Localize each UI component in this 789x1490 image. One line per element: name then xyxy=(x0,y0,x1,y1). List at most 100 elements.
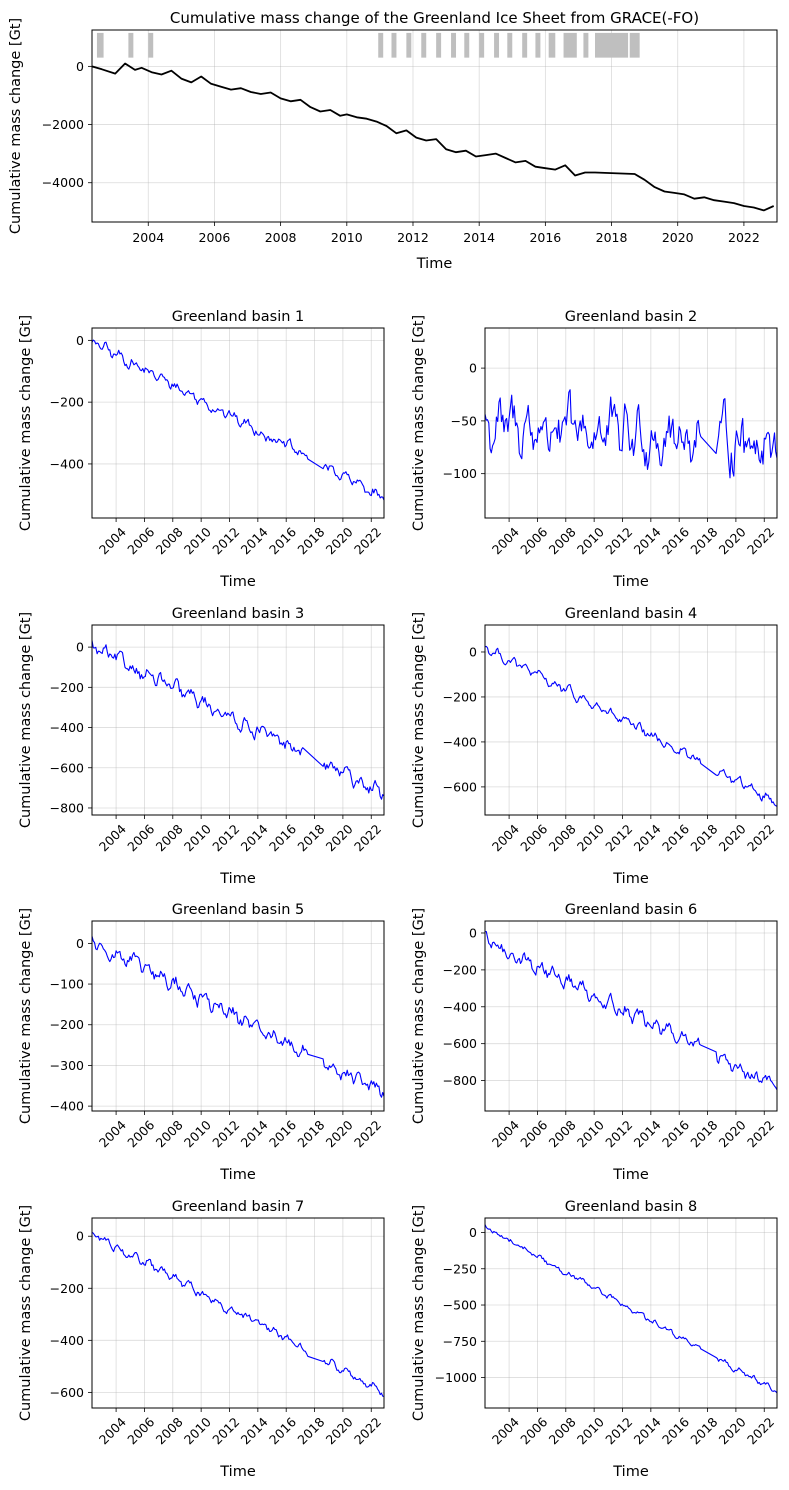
axes-frame xyxy=(484,327,778,519)
data-gap-bar xyxy=(594,32,629,58)
x-tick-label: 2006 xyxy=(517,1414,550,1447)
x-tick-label: 2022 xyxy=(744,1414,777,1447)
x-tick-label: 2014 xyxy=(238,821,271,854)
x-tick-label: 2008 xyxy=(153,1117,186,1150)
chart-panel-4: 2004200620082010201220142016201820202022… xyxy=(18,606,385,887)
y-tick-label: 0 xyxy=(76,936,84,951)
x-tick-label: 2008 xyxy=(265,230,297,245)
y-tick-label: −400 xyxy=(443,734,477,749)
x-tick-label: 2020 xyxy=(716,1414,749,1447)
x-tick-label: 2006 xyxy=(517,1117,550,1150)
x-tick-label: 2020 xyxy=(662,230,694,245)
x-tick-label: 2004 xyxy=(489,524,522,557)
x-tick-label: 2014 xyxy=(238,1117,271,1150)
x-tick-label: 2010 xyxy=(181,1117,214,1150)
y-tick-label: 0 xyxy=(469,925,477,940)
x-tick-label: 2006 xyxy=(517,524,550,557)
y-tick-label: −300 xyxy=(50,1058,84,1073)
axes-frame xyxy=(484,1217,778,1409)
x-tick-label: 2012 xyxy=(209,821,242,854)
data-gap-bar xyxy=(148,32,154,58)
data-gap-bar xyxy=(421,32,427,58)
y-tick-label: −800 xyxy=(443,1073,477,1088)
x-tick-label: 2014 xyxy=(631,821,664,854)
x-tick-label: 2010 xyxy=(574,821,607,854)
y-tick-label: −400 xyxy=(50,1333,84,1348)
axes-frame xyxy=(484,624,778,816)
x-tick-label: 2010 xyxy=(181,821,214,854)
x-tick-label: 2004 xyxy=(132,230,164,245)
x-tick-label: 2010 xyxy=(574,1117,607,1150)
y-tick-label: −200 xyxy=(50,395,84,410)
x-tick-label: 2018 xyxy=(294,1414,327,1447)
x-tick-label: 2006 xyxy=(124,821,157,854)
chart-title: Greenland basin 2 xyxy=(565,309,698,325)
series-line xyxy=(92,640,384,800)
x-tick-label: 2016 xyxy=(266,1117,299,1150)
x-tick-label: 2008 xyxy=(153,524,186,557)
x-tick-label: 2008 xyxy=(546,524,579,557)
chart-panel-1: 2004 2006 2008 2010 2012 2014 2016 2018 2020 2022… xyxy=(8,9,778,272)
x-tick-label: 2012 xyxy=(397,230,429,245)
chart-title: Greenland basin 7 xyxy=(172,1199,305,1215)
series-line xyxy=(92,339,384,501)
y-tick-label: −400 xyxy=(50,1099,84,1114)
data-gap-bar xyxy=(391,32,397,58)
axes-frame xyxy=(91,624,385,816)
x-tick-label: 2018 xyxy=(294,821,327,854)
x-tick-label: 2012 xyxy=(602,1117,635,1150)
data-gap-bar xyxy=(535,32,541,58)
x-tick-label: 2022 xyxy=(351,1414,384,1447)
x-axis-label: Time xyxy=(219,1464,256,1480)
x-tick-label: 2012 xyxy=(602,1414,635,1447)
axes-frame xyxy=(91,327,385,519)
x-tick-label: 2016 xyxy=(266,821,299,854)
x-tick-label: 2008 xyxy=(153,1414,186,1447)
chart-panel-7: 2004200620082010201220142016201820202022… xyxy=(411,902,778,1183)
x-tick-label: 2006 xyxy=(517,821,550,854)
y-tick-label: −400 xyxy=(443,999,477,1014)
x-tick-label: 2020 xyxy=(716,1117,749,1150)
x-tick-label: 2014 xyxy=(238,1414,271,1447)
data-gap-bar xyxy=(464,32,470,58)
x-tick-label: 2004 xyxy=(489,1414,522,1447)
x-tick-label: 2018 xyxy=(294,1117,327,1150)
x-tick-label: 2014 xyxy=(631,1414,664,1447)
x-tick-label: 2018 xyxy=(294,524,327,557)
x-tick-label: 2018 xyxy=(687,1117,720,1150)
x-tick-label: 2014 xyxy=(463,230,495,245)
y-tick-label: 0 xyxy=(469,644,477,659)
y-tick-label: −200 xyxy=(443,962,477,977)
y-tick-label: −600 xyxy=(443,779,477,794)
x-tick-label: 2022 xyxy=(744,821,777,854)
x-tick-label: 2016 xyxy=(529,230,561,245)
y-axis-label: Cumulative mass change [Gt] xyxy=(18,908,34,1124)
y-tick-label: −100 xyxy=(50,977,84,992)
x-tick-label: 2018 xyxy=(687,1414,720,1447)
x-tick-label: 2008 xyxy=(546,821,579,854)
x-tick-label: 2010 xyxy=(181,1414,214,1447)
y-axis-label: Cumulative mass change [Gt] xyxy=(18,1205,34,1421)
x-tick-label: 2004 xyxy=(489,821,522,854)
data-gap-bar xyxy=(378,32,384,58)
chart-panel-6: 2004200620082010201220142016201820202022… xyxy=(18,902,385,1183)
x-tick-label: 2014 xyxy=(631,524,664,557)
x-tick-label: 2012 xyxy=(209,524,242,557)
series-line xyxy=(92,936,384,1098)
y-tick-label: −100 xyxy=(443,466,477,481)
data-gap-bar xyxy=(128,32,134,58)
y-axis-label: Cumulative mass change [Gt] xyxy=(411,1205,427,1421)
x-tick-label: 2004 xyxy=(96,1414,129,1447)
series-line xyxy=(92,62,775,212)
y-axis-label: Cumulative mass change [Gt] xyxy=(18,612,34,828)
axes-frame xyxy=(91,1217,385,1409)
series-line xyxy=(485,1224,777,1394)
y-tick-label: −400 xyxy=(50,720,84,735)
axes-frame xyxy=(91,29,778,223)
data-gap-bar xyxy=(563,32,577,58)
x-axis-label: Time xyxy=(612,574,649,590)
x-tick-label: 2016 xyxy=(659,1117,692,1150)
chart-panel-3: 2004200620082010201220142016201820202022… xyxy=(411,309,778,590)
x-tick-label: 2022 xyxy=(351,1117,384,1150)
x-tick-label: 2016 xyxy=(659,821,692,854)
